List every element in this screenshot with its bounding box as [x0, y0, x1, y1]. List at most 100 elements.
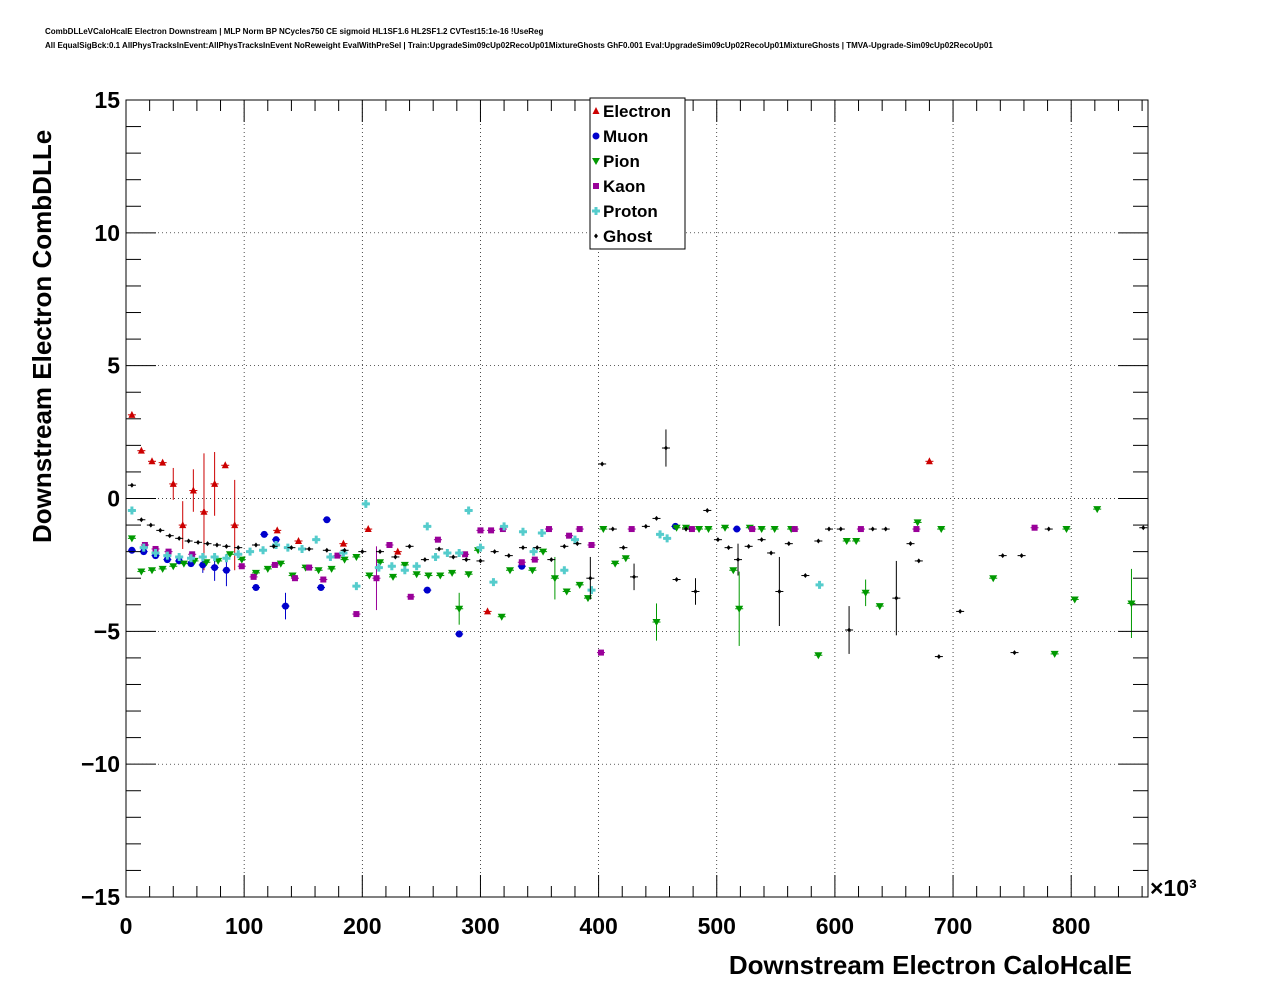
data-point [151, 548, 160, 557]
data-points [127, 410, 1148, 660]
data-point [610, 526, 615, 532]
data-point [263, 565, 272, 573]
y-tick-label: 0 [107, 486, 120, 512]
data-point [139, 543, 148, 552]
data-point [282, 602, 290, 610]
data-point [652, 619, 661, 627]
data-point [378, 549, 383, 555]
data-point [448, 569, 457, 577]
data-point [643, 523, 648, 529]
data-point [1050, 650, 1059, 658]
data-point [621, 545, 626, 551]
y-axis-title: Downstream Electron CombDLLe [27, 130, 57, 543]
data-point [791, 526, 798, 533]
data-point [276, 560, 285, 568]
data-point [198, 552, 207, 561]
data-point [857, 526, 864, 533]
data-point [913, 519, 922, 527]
data-point [158, 527, 163, 533]
legend-entry-muon: Muon [603, 127, 648, 146]
data-point [786, 541, 791, 547]
x-tick-label: 200 [343, 913, 381, 939]
legend-entry-pion: Pion [603, 152, 640, 171]
data-point [128, 410, 136, 418]
data-point [455, 630, 463, 638]
data-point [746, 543, 751, 549]
x-tick-label: 300 [461, 913, 499, 939]
plot-title-line-1: CombDLLeVCaloHcalE Electron Downstream |… [45, 27, 544, 36]
data-point [695, 526, 704, 534]
data-point [484, 607, 492, 615]
data-point [492, 549, 497, 555]
data-point [289, 545, 294, 551]
data-point [342, 547, 347, 553]
data-point [464, 571, 473, 579]
data-point [539, 548, 548, 556]
data-point [733, 525, 741, 533]
data-point [211, 479, 219, 487]
data-point [726, 545, 731, 551]
data-point [464, 506, 473, 515]
data-point [139, 517, 144, 523]
legend-marker [593, 183, 599, 189]
x-tick-label: 600 [816, 913, 854, 939]
data-point [663, 445, 668, 451]
data-point [237, 556, 246, 564]
legend-marker [592, 207, 600, 215]
data-point [412, 562, 421, 571]
data-point [476, 543, 485, 552]
data-point [736, 557, 741, 563]
data-point [599, 526, 608, 534]
data-point [234, 550, 243, 559]
data-point [253, 542, 258, 548]
data-point [528, 567, 537, 575]
data-point [770, 526, 779, 534]
data-point [431, 552, 440, 561]
data-point [769, 550, 774, 556]
data-point [451, 554, 456, 560]
legend-marker [592, 158, 600, 165]
data-point [1062, 526, 1071, 534]
data-point [693, 588, 698, 594]
x-axis-title: Downstream Electron CaloHcalE [729, 950, 1132, 980]
data-point [221, 461, 229, 469]
data-point [628, 526, 635, 533]
data-point [549, 557, 554, 563]
data-point [407, 543, 412, 549]
axis-ticks [125, 99, 1148, 898]
legend-entry-electron: Electron [603, 102, 671, 121]
data-point [179, 521, 187, 529]
data-point [129, 482, 134, 488]
data-point [225, 551, 234, 559]
data-point [205, 541, 210, 547]
x-tick-label: 800 [1052, 913, 1090, 939]
data-point [361, 499, 370, 508]
data-point [847, 627, 852, 633]
data-point [1141, 525, 1146, 531]
data-point [307, 546, 312, 552]
data-point [158, 565, 167, 573]
data-point [291, 575, 298, 582]
data-point [186, 538, 191, 544]
data-point [1093, 506, 1102, 514]
y-tick-label: −10 [81, 751, 120, 777]
data-point [260, 530, 268, 538]
data-point [1031, 524, 1038, 531]
data-point [518, 559, 525, 566]
legend-entry-proton: Proton [603, 202, 658, 221]
data-point [177, 535, 182, 541]
data-point [423, 586, 431, 594]
data-point [531, 556, 538, 563]
x-axis-multiplier: ×10³ [1150, 875, 1197, 901]
data-point [169, 479, 177, 487]
data-point [916, 558, 921, 564]
data-point [236, 545, 241, 551]
data-point [611, 560, 620, 568]
data-point [389, 573, 398, 581]
data-point [749, 526, 756, 533]
data-point [621, 555, 630, 563]
data-point [587, 586, 596, 595]
data-point [545, 526, 552, 533]
x-tick-label: 0 [120, 913, 133, 939]
data-point [575, 581, 584, 589]
